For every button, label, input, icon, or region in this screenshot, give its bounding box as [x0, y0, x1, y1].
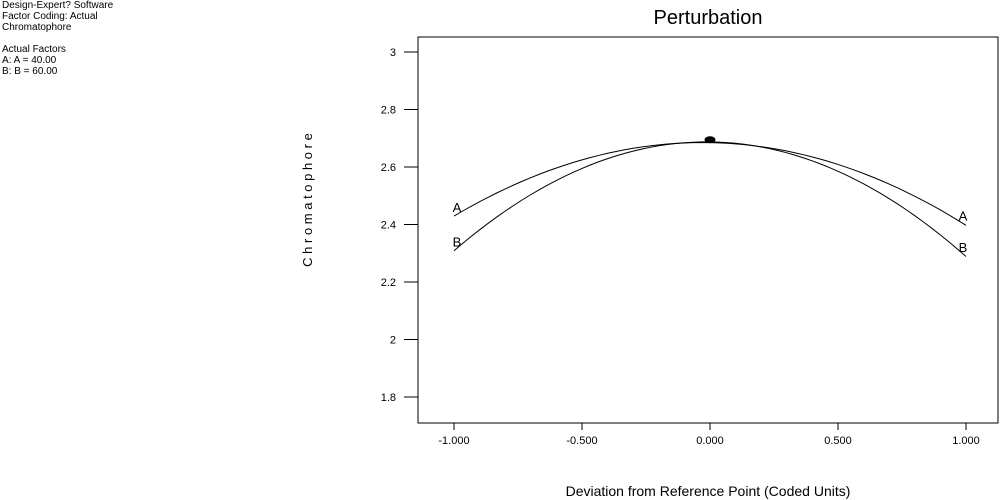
- y-tick-label: 2.4: [381, 220, 396, 232]
- y-tick-label: 2: [390, 335, 396, 347]
- x-axis-label: Deviation from Reference Point (Coded Un…: [566, 483, 851, 499]
- design-info-panel: Design-Expert? Software Factor Coding: A…: [2, 0, 113, 77]
- series-label-a-left: A: [453, 200, 462, 215]
- plot-area-frame: [417, 36, 999, 424]
- y-tick-label: 2.6: [381, 162, 396, 174]
- x-axis: -1.000 -0.500 0.000 0.500 1.000: [438, 423, 980, 447]
- series-label-a-right: A: [959, 209, 968, 224]
- x-tick-label: 0.000: [696, 435, 724, 447]
- chart-title: Perturbation: [654, 7, 763, 29]
- series-line-b: [453, 141, 967, 257]
- factor-b-value: B: B = 60.00: [2, 66, 58, 77]
- factor-a-value: A: A = 40.00: [2, 55, 57, 66]
- x-tick-label: -0.500: [566, 435, 597, 447]
- y-tick-label: 2.8: [381, 105, 396, 117]
- factor-coding-label: Factor Coding: Actual: [2, 11, 98, 22]
- series-line-a: [453, 142, 967, 226]
- series-layer: A A B B: [453, 136, 968, 257]
- x-tick-label: 1.000: [952, 435, 980, 447]
- y-axis: 1.8 2 2.2 2.4 2.6 2.8 3: [381, 47, 418, 404]
- y-tick-label: 3: [390, 47, 396, 59]
- reference-point-marker: [704, 136, 716, 144]
- x-tick-label: 0.500: [824, 435, 852, 447]
- actual-factors-heading: Actual Factors: [2, 44, 66, 55]
- series-label-b-right: B: [959, 240, 968, 255]
- series-label-b-left: B: [453, 234, 462, 249]
- y-axis-label: C h r o m a t o p h o r e: [300, 133, 315, 267]
- x-tick-label: -1.000: [438, 435, 469, 447]
- y-tick-label: 2.2: [381, 277, 396, 289]
- response-label: Chromatophore: [2, 22, 72, 33]
- y-tick-label: 1.8: [381, 392, 396, 404]
- software-label: Design-Expert? Software: [2, 0, 114, 11]
